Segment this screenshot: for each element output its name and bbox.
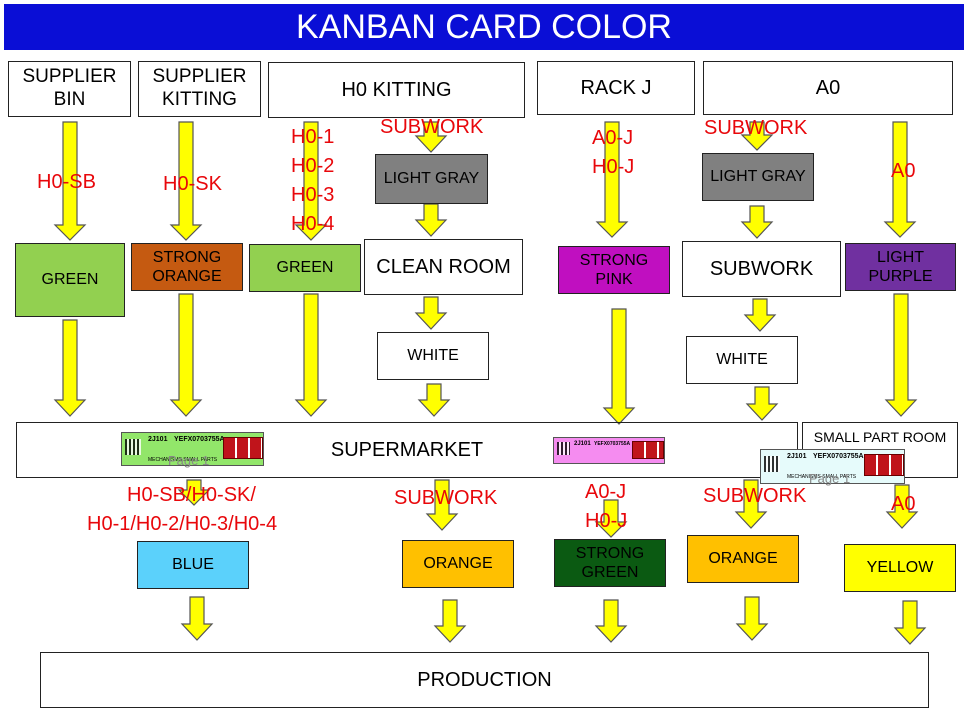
label-code: 2J101 [148, 436, 168, 443]
arrow-down-icon [740, 205, 774, 239]
arrow-down-icon [884, 293, 918, 417]
parts-image-icon [632, 441, 664, 459]
label-code: 2J101 [574, 441, 591, 447]
code-a0-bottom: A0 [891, 493, 916, 515]
code-h0-2: H0-2 [291, 155, 335, 177]
card-strong-pink: STRONG PINK [558, 246, 670, 294]
production-box: PRODUCTION [40, 652, 929, 708]
parts-image-icon [223, 437, 263, 459]
card-green-1: GREEN [15, 243, 125, 317]
code-h0-combo-2: H0-1/H0-2/H0-3/H0-4 [87, 513, 278, 535]
kanban-label-pink: 2J101 YEFX0703755A [553, 437, 665, 464]
card-light-gray-2: LIGHT GRAY [702, 153, 814, 201]
supplier-kitting-box: SUPPLIER KITTING [138, 61, 261, 117]
label-part: YEFX0703755A [813, 453, 864, 460]
label-part: YEFX0703755A [594, 441, 631, 447]
arrow-down-icon [885, 484, 919, 529]
a0-box: A0 [703, 61, 953, 115]
arrow-down-icon [169, 293, 203, 417]
code-a0-top: A0 [891, 160, 916, 182]
supplier-bin-box: SUPPLIER BIN [8, 61, 131, 117]
card-green-2: GREEN [249, 244, 361, 292]
arrow-down-icon [433, 599, 467, 643]
label-desc: MECHANISMS SMALL PARTS [148, 457, 218, 463]
arrow-down-icon [53, 121, 87, 241]
qr-code-icon [125, 439, 141, 455]
code-h0-j-bottom: H0-J [585, 510, 628, 532]
label-code: 2J101 [787, 453, 807, 460]
arrow-down-icon [180, 596, 214, 641]
arrow-down-icon [414, 121, 448, 153]
code-h0-combo-1: H0-SB/H0-SK/ [127, 484, 256, 506]
arrow-down-icon [734, 479, 768, 529]
label-desc: MECHANISMS SMALL PARTS [787, 474, 857, 480]
arrow-down-icon [595, 121, 629, 238]
arrow-down-icon [740, 121, 774, 151]
h0-kitting-box: H0 KITTING [268, 62, 525, 118]
card-light-purple: LIGHT PURPLE [845, 243, 956, 291]
arrow-down-icon [417, 383, 451, 417]
card-white-1: WHITE [377, 332, 489, 380]
code-subwork-top-1: SUBWORK [380, 116, 484, 138]
subwork-box: SUBWORK [682, 241, 841, 297]
code-a0-j-top: A0-J [592, 127, 634, 149]
arrow-down-icon [414, 203, 448, 237]
arrow-down-icon [53, 319, 87, 417]
card-orange-2: ORANGE [687, 535, 799, 583]
arrow-down-icon [425, 479, 459, 531]
code-h0-3: H0-3 [291, 184, 335, 206]
card-light-gray-1: LIGHT GRAY [375, 154, 488, 204]
arrow-down-icon [169, 121, 203, 241]
code-h0-sb: H0-SB [37, 171, 96, 193]
arrow-down-icon [294, 121, 328, 241]
label-part: YEFX0703755A [174, 436, 225, 443]
card-strong-green: STRONG GREEN [554, 539, 666, 587]
card-blue: BLUE [137, 541, 249, 589]
card-strong-orange: STRONG ORANGE [131, 243, 243, 291]
rack-j-box: RACK J [537, 61, 695, 115]
arrow-down-icon [594, 599, 628, 643]
parts-image-icon [864, 454, 904, 476]
arrow-down-icon [745, 386, 779, 421]
arrow-down-icon [735, 596, 769, 641]
code-h0-j-top: H0-J [592, 156, 635, 178]
qr-code-icon [764, 456, 780, 472]
label-ghost-text: Page 1 [809, 471, 851, 486]
arrow-down-icon [177, 479, 211, 506]
card-orange-1: ORANGE [402, 540, 514, 588]
code-subwork-bottom-1: SUBWORK [394, 487, 498, 509]
clean-room-box: CLEAN ROOM [364, 239, 523, 295]
arrow-down-icon [602, 308, 636, 425]
code-a0-j-bottom: A0-J [585, 481, 627, 503]
arrow-down-icon [893, 600, 927, 645]
qr-code-icon [557, 442, 570, 455]
kanban-label-green: 2J101 YEFX0703755A MECHANISMS SMALL PART… [121, 432, 264, 468]
arrow-down-icon [743, 298, 777, 332]
code-h0-4: H0-4 [291, 213, 335, 235]
card-white-2: WHITE [686, 336, 798, 384]
card-yellow: YELLOW [844, 544, 956, 592]
arrow-down-icon [883, 121, 917, 238]
label-ghost-text: Page 1 [168, 453, 210, 468]
code-subwork-top-2: SUBWORK [704, 117, 808, 139]
arrow-down-icon [414, 296, 448, 330]
code-h0-sk: H0-SK [163, 173, 222, 195]
arrow-down-icon [594, 499, 628, 538]
kanban-label-cyan: 2J101 YEFX0703755A MECHANISMS SMALL PART… [760, 449, 905, 486]
code-subwork-bottom-2: SUBWORK [703, 485, 807, 507]
page-title: KANBAN CARD COLOR [4, 4, 964, 50]
code-h0-1: H0-1 [291, 126, 335, 148]
arrow-down-icon [294, 293, 328, 417]
